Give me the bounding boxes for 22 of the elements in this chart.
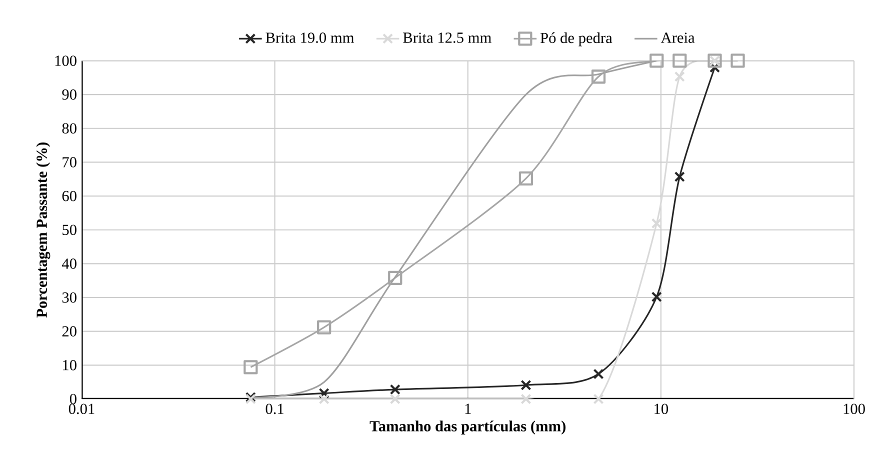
y-tick-label: 70 bbox=[62, 157, 76, 168]
y-tick-label: 0 bbox=[70, 394, 76, 404]
y-tick-label: 80 bbox=[62, 123, 76, 134]
y-tick-label: 100 bbox=[55, 56, 76, 66]
x-tick-label: 1 bbox=[465, 404, 471, 414]
x-tick-label: 100 bbox=[844, 404, 865, 414]
x-tick-label: 10 bbox=[654, 404, 668, 414]
x-axis-title: Tamanho das partículas (mm) bbox=[370, 420, 566, 435]
y-tick-label: 40 bbox=[62, 258, 76, 269]
y-tick-label: 90 bbox=[62, 89, 76, 100]
x-tick-label: 0.01 bbox=[68, 404, 94, 414]
legend-label: Areia bbox=[660, 32, 695, 43]
y-tick-label: 10 bbox=[63, 360, 76, 370]
x-tick-label: 0.1 bbox=[266, 404, 284, 414]
y-tick-label: 20 bbox=[62, 326, 76, 337]
y-tick-label: 60 bbox=[62, 190, 76, 202]
y-tick-label: 50 bbox=[62, 224, 76, 236]
y-axis-title: Porcentagem Passante (%) bbox=[36, 142, 50, 318]
legend-label: Pó de pedra bbox=[540, 32, 612, 46]
legend-label: Brita 12.5 mm bbox=[403, 32, 492, 43]
y-tick-label: 30 bbox=[62, 292, 76, 303]
legend-label: Brita 19.0 mm bbox=[266, 32, 354, 43]
